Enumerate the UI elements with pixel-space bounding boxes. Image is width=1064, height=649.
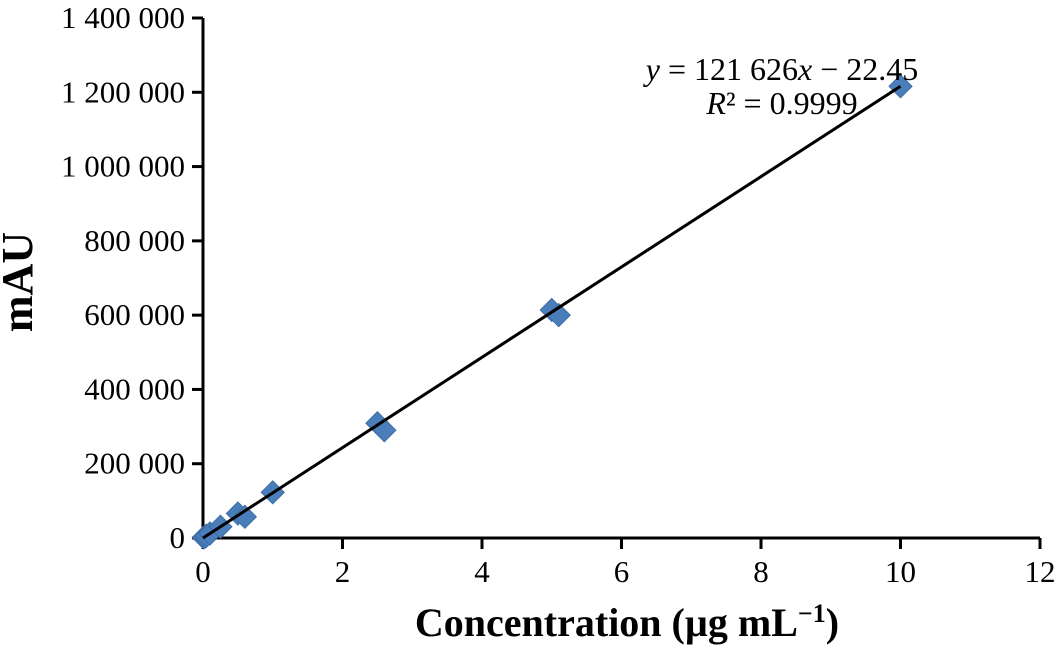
equation-intercept: − 22.45 <box>812 51 918 87</box>
x-axis-title-main: Concentration (µg mL <box>415 600 798 645</box>
y-tick-label: 1 200 000 <box>61 74 185 109</box>
x-tick-label: 0 <box>195 554 211 589</box>
x-tick-label: 4 <box>474 554 490 589</box>
equation-y-symbol: y <box>643 51 661 87</box>
r-symbol: R <box>705 85 726 121</box>
y-tick-label: 1 400 000 <box>61 0 185 35</box>
y-tick-label: 800 000 <box>84 223 185 258</box>
x-tick-label: 8 <box>753 554 769 589</box>
x-axis-title: Concentration (µg mL−1) <box>415 599 839 645</box>
trendline <box>202 84 902 540</box>
y-tick-label: 400 000 <box>84 371 185 406</box>
y-tick-label: 200 000 <box>84 446 185 481</box>
r-squared-value: ² = 0.9999 <box>726 85 858 121</box>
y-axis-title: mAU <box>0 232 42 332</box>
trendline-equation: y = 121 626x − 22.45 <box>643 51 919 87</box>
plot-area: 0 200 000 400 000 600 000 800 000 1 000 000 1 … <box>61 0 1056 589</box>
r-squared-annotation: R² = 0.9999 <box>705 85 857 121</box>
x-tick-label: 2 <box>335 554 351 589</box>
x-axis-title-superscript: −1 <box>798 599 826 628</box>
data-point-marker <box>232 504 258 530</box>
y-tick-label: 600 000 <box>84 297 185 332</box>
x-tick-label: 6 <box>614 554 630 589</box>
equation-slope: = 121 626 <box>660 51 798 87</box>
x-tick-label: 10 <box>885 554 916 589</box>
y-tick-label: 0 <box>170 520 186 555</box>
y-tick-label: 1 000 000 <box>61 149 185 184</box>
equation-x-symbol: x <box>797 51 812 87</box>
x-axis-title-close: ) <box>826 600 839 645</box>
x-tick-label: 12 <box>1025 554 1056 589</box>
